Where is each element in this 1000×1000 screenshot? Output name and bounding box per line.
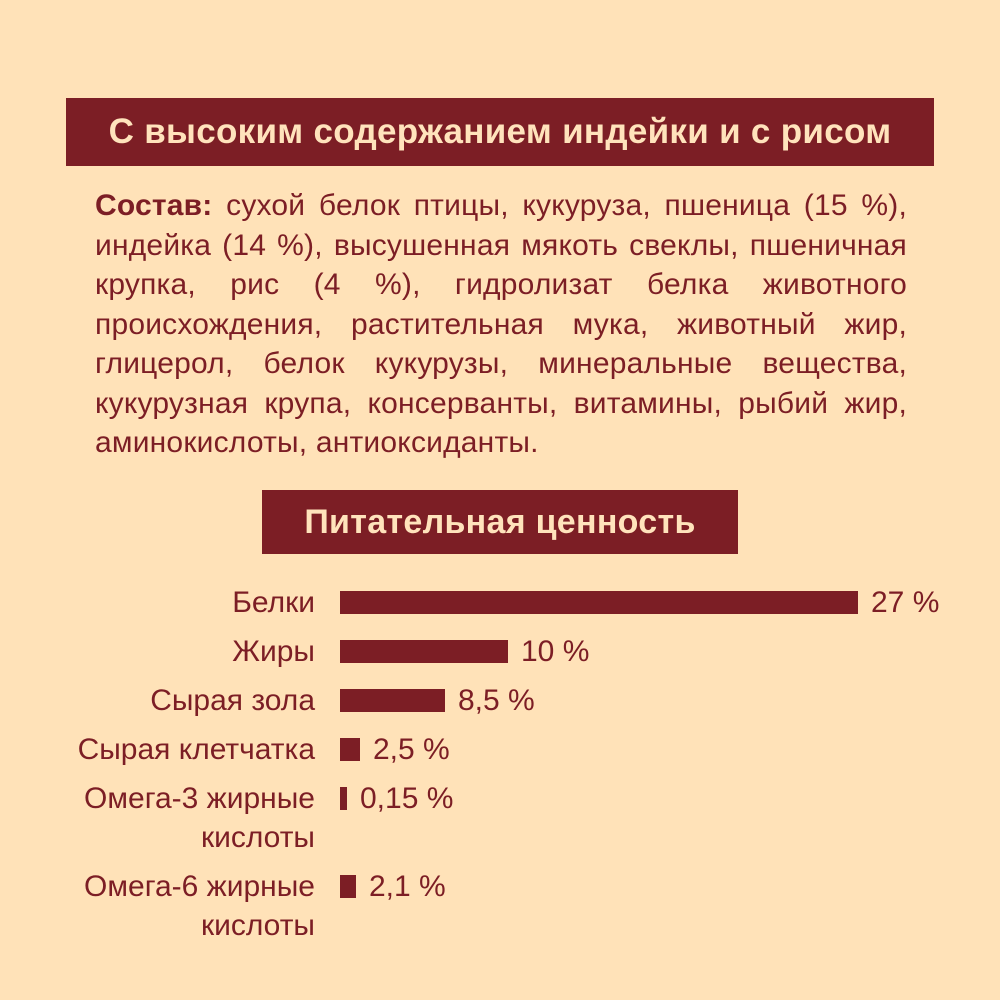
nutrition-banner: Питательная ценность [262,490,738,554]
chart-value-label: 2,1 % [369,870,446,903]
chart-value-label: 27 % [871,586,940,619]
chart-category-label: Белки [232,586,315,619]
composition-paragraph: Состав: сухой белок птицы, кукуруза, пше… [95,186,907,463]
chart-bar [340,738,360,761]
chart-row: Жиры 10 % [70,632,970,671]
chart-bar [340,689,445,712]
header-banner: С высоким содержанием индейки и с рисом [66,98,934,166]
chart-category-label: Сырая зола [150,684,315,717]
chart-category-label: Омега-6 жирные кислоты [84,870,315,942]
chart-row: Сырая зола 8,5 % [70,681,970,720]
nutrition-bar-chart: Белки 27 % Жиры 10 % Сырая зола 8,5 % Сырая кл… [70,583,970,955]
chart-value-label: 2,5 % [373,733,450,766]
chart-row: Омега-6 жирные кислоты 2,1 % [70,867,970,945]
chart-bar [340,640,508,663]
chart-bar [340,875,356,898]
chart-category-label: Жиры [232,635,315,668]
chart-value-label: 0,15 % [360,782,454,815]
composition-text: сухой белок птицы, кукуруза, пшеница (15… [95,189,907,459]
chart-category-label: Сырая клетчатка [77,733,315,766]
chart-row: Белки 27 % [70,583,970,622]
chart-bar [340,591,858,614]
chart-category-label: Омега-3 жирные кислоты [84,782,315,854]
chart-bar [340,787,347,810]
header-banner-text: С высоким содержанием индейки и с рисом [108,112,892,151]
composition-label: Состав: [95,189,213,222]
nutrition-banner-text: Питательная ценность [304,502,696,541]
chart-value-label: 10 % [521,635,590,668]
chart-value-label: 8,5 % [458,684,535,717]
chart-row: Омега-3 жирные кислоты 0,15 % [70,779,970,857]
chart-row: Сырая клетчатка 2,5 % [70,730,970,769]
